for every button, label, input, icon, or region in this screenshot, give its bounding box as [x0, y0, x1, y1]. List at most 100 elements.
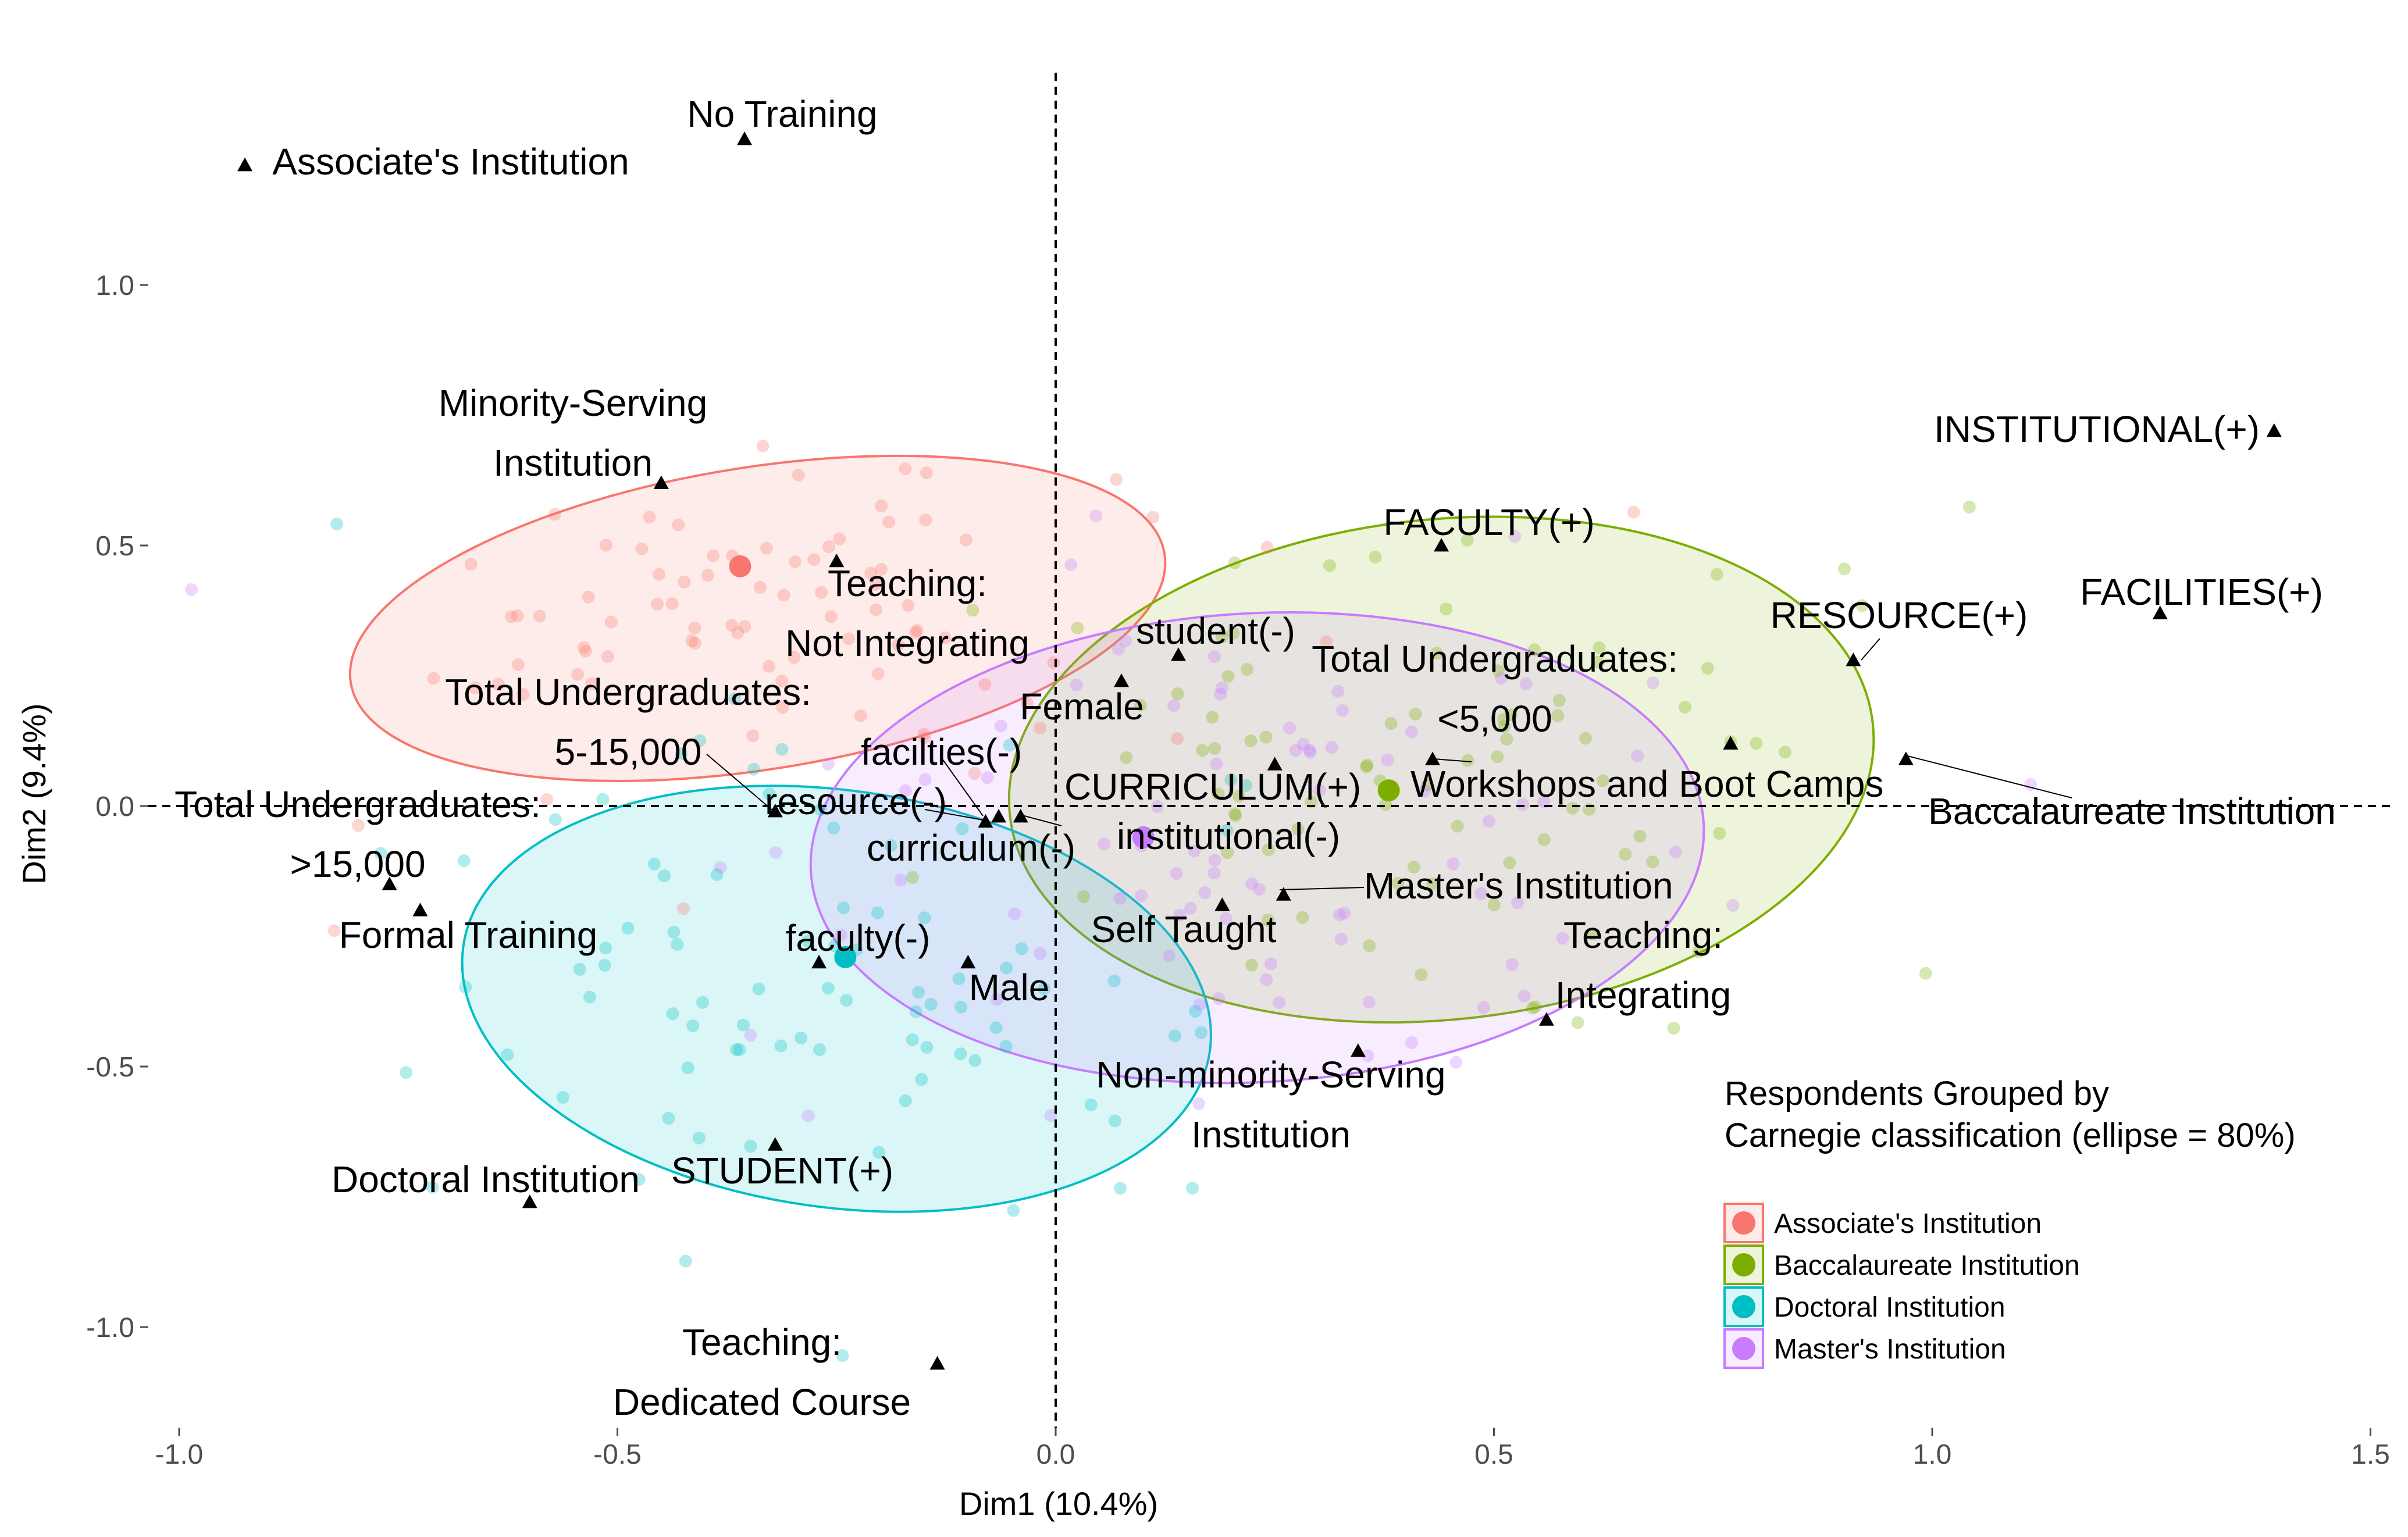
respondent-point [352, 819, 365, 832]
legend-label-baccalaureate-institution: Baccalaureate Institution [1774, 1250, 2080, 1281]
respondent-point [854, 709, 867, 722]
variable-label-student: student(-) [1136, 610, 1295, 652]
respondent-point [1228, 807, 1241, 821]
respondent-point [978, 678, 992, 691]
ellipse-doctoral-institution [461, 784, 1212, 1213]
respondent-point [919, 513, 932, 527]
respondent-point [651, 597, 664, 611]
respondent-point [763, 787, 776, 801]
variable-point-facilties [991, 808, 1007, 823]
respondent-point [788, 555, 802, 568]
respondent-point [736, 1018, 750, 1032]
respondent-point [875, 499, 888, 512]
respondent-point [1112, 643, 1125, 656]
respondent-point [1171, 687, 1184, 701]
legend-swatch-associate-s-institution [1732, 1211, 1755, 1235]
respondent-point [707, 549, 720, 562]
respondent-point [1113, 891, 1127, 905]
respondent-point [1335, 932, 1348, 946]
respondent-point [1750, 737, 1763, 750]
variable-label-total-undergraduates-5-000: Total Undergraduates: [1312, 638, 1678, 680]
respondent-point [504, 610, 518, 623]
variable-point-teaching-integrating [1538, 1012, 1554, 1026]
variable-point-resource [978, 814, 993, 828]
respondent-point [1239, 779, 1252, 792]
respondent-point [1215, 681, 1228, 694]
respondent-point [1526, 1001, 1540, 1015]
respondent-point [1134, 698, 1147, 712]
respondent-point [833, 532, 846, 545]
respondent-point [1713, 826, 1726, 840]
y-tick-label: -1.0 [86, 1313, 134, 1343]
respondent-point [1206, 711, 1219, 724]
respondent-point [725, 619, 739, 632]
respondent-point [677, 902, 690, 915]
respondent-point [516, 688, 530, 701]
respondent-point [733, 1043, 746, 1056]
respondent-point [621, 922, 635, 935]
respondent-point [1838, 562, 1851, 576]
respondent-point [956, 822, 969, 836]
respondent-point [1500, 733, 1513, 746]
variable-label-institutional: INSTITUTIONAL(+) [1934, 408, 2260, 450]
respondent-point [1779, 746, 1791, 759]
respondent-point [1593, 641, 1606, 654]
respondent-point [330, 518, 344, 530]
respondent-point [1264, 957, 1278, 971]
respondent-point [954, 1047, 967, 1061]
respondent-point [1120, 751, 1133, 764]
respondent-point [1252, 883, 1266, 896]
respondent-point [491, 677, 505, 691]
x-tick-label: 0.0 [1036, 1439, 1075, 1470]
respondent-point [902, 599, 915, 612]
respondent-point [501, 1048, 514, 1061]
respondent-point [1089, 509, 1103, 523]
respondent-point [653, 568, 665, 581]
respondent-point [1207, 650, 1221, 664]
respondent-point [1461, 533, 1474, 547]
respondent-point [807, 553, 821, 566]
respondent-point [1430, 647, 1444, 660]
respondent-point [1646, 676, 1659, 690]
respondent-point [920, 466, 933, 480]
legend-title: Carnegie classification (ellipse = 80%) [1725, 1117, 2296, 1154]
respondent-point [1633, 829, 1647, 843]
variable-label-no-training: No Training [687, 93, 877, 135]
variable-label-total-undergraduates-15-000: Total Undergraduates: [174, 783, 541, 825]
variable-point-faculty [1434, 538, 1449, 552]
respondent-point [1855, 599, 1869, 612]
respondent-point [815, 586, 828, 599]
respondent-point [894, 873, 907, 887]
respondent-point [1173, 908, 1187, 922]
centroid-doctoral-institution [834, 946, 857, 968]
respondent-point [744, 1029, 757, 1042]
respondent-point [632, 1173, 646, 1186]
respondent-point [681, 1061, 694, 1075]
respondent-point [763, 659, 776, 673]
label-leader-lines [706, 638, 2072, 890]
respondent-point [1224, 773, 1238, 786]
respondent-point [1331, 684, 1345, 698]
respondent-point [910, 624, 924, 637]
respondent-point [1034, 721, 1047, 734]
respondent-point [667, 926, 681, 939]
respondent-point [658, 869, 671, 882]
respondent-point [1451, 819, 1464, 833]
variable-label-teaching-integrating: Teaching: [1563, 914, 1723, 956]
respondent-point [1219, 912, 1233, 925]
respondent-point [1679, 701, 1691, 714]
respondent-point [1289, 744, 1302, 757]
respondent-point [1291, 822, 1305, 836]
respondent-point [571, 668, 585, 681]
variable-point-baccalaureate-institution [1898, 751, 1914, 765]
variable-label-resource: resource(-) [765, 780, 947, 822]
respondent-point [801, 935, 814, 948]
respondent-point [689, 637, 702, 650]
variable-label-self-taught: Self Taught [1091, 908, 1276, 950]
respondent-point [1631, 750, 1644, 762]
respondent-point [1919, 967, 1932, 980]
variable-point-self-taught [1214, 897, 1230, 911]
variable-label-female: Female [1020, 686, 1144, 728]
respondent-point [1241, 663, 1254, 676]
respondent-point [1107, 974, 1121, 987]
